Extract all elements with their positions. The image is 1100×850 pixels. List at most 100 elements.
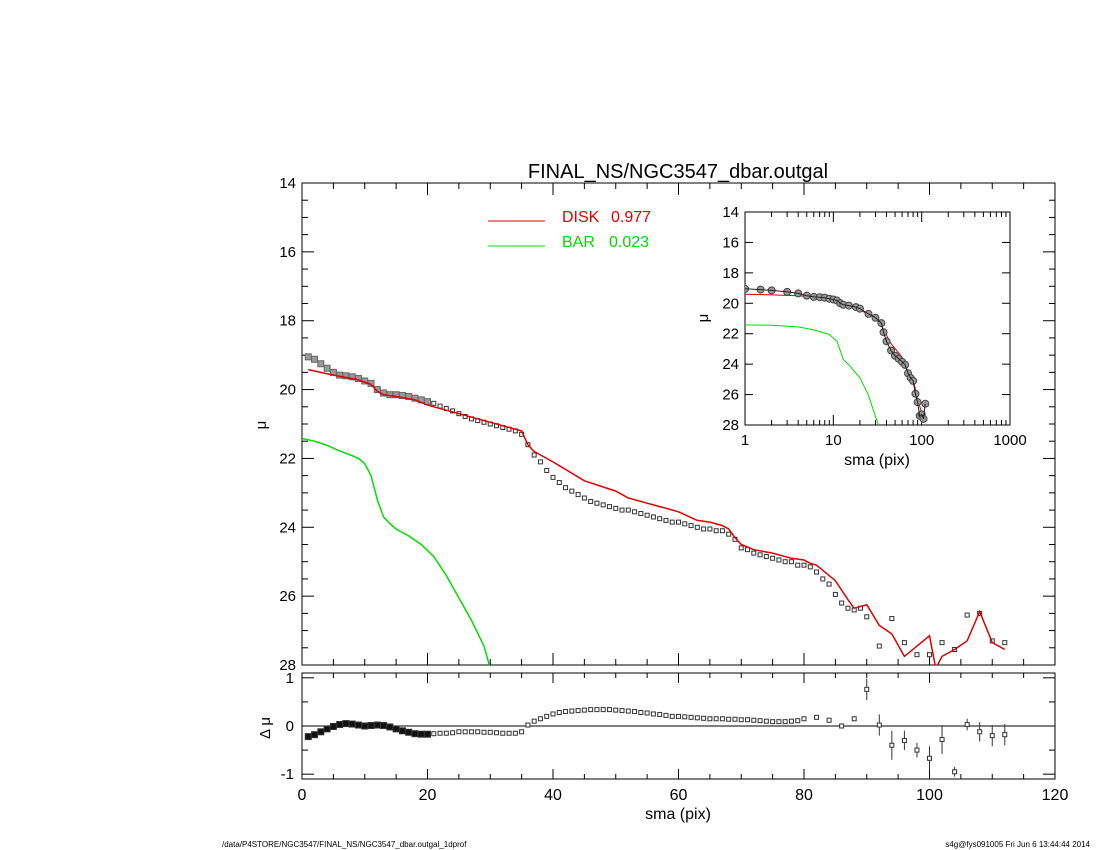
residual-point xyxy=(600,707,606,713)
residual-point xyxy=(669,713,675,719)
data-point xyxy=(606,504,612,510)
inset-y-tick-label: 18 xyxy=(722,265,739,282)
residual-point xyxy=(1002,732,1008,738)
residual-point xyxy=(619,708,625,714)
residual-point xyxy=(914,747,920,753)
residual-point xyxy=(550,711,556,717)
residual-point xyxy=(380,722,388,730)
residual-point xyxy=(782,719,788,725)
residual-point xyxy=(569,708,575,714)
data-point xyxy=(876,643,882,649)
residual-point xyxy=(927,755,932,761)
data-point xyxy=(663,517,669,523)
residual-point xyxy=(889,742,895,748)
inset-x-tick-label: 10 xyxy=(825,432,842,449)
residual-x-tick-label: 60 xyxy=(670,787,688,804)
data-point xyxy=(738,545,744,551)
residual-point xyxy=(901,737,907,743)
main-y-tick-label: 14 xyxy=(279,175,296,192)
data-point xyxy=(713,528,719,534)
residual-point xyxy=(757,718,763,724)
data-point xyxy=(964,612,970,618)
residual-point xyxy=(417,730,425,738)
data-point xyxy=(600,502,606,508)
residual-x-tick-label: 0 xyxy=(298,787,307,804)
data-point xyxy=(726,531,732,537)
data-point xyxy=(556,480,562,486)
data-point xyxy=(782,559,788,565)
data-point xyxy=(927,652,932,658)
data-point xyxy=(657,516,663,522)
bar-model-line xyxy=(302,437,491,665)
residual-point xyxy=(386,723,394,731)
residual-point xyxy=(431,731,437,737)
residual-point xyxy=(506,730,512,736)
residual-point xyxy=(481,729,487,735)
residual-point xyxy=(745,717,751,723)
inset-y-axis-label: μ xyxy=(695,314,712,323)
data-point xyxy=(594,500,600,506)
inset-y-tick-label: 16 xyxy=(722,234,739,251)
data-point xyxy=(826,581,832,587)
main-y-tick-label: 28 xyxy=(279,657,296,674)
inset-series xyxy=(745,284,930,425)
data-point xyxy=(719,528,725,534)
residual-point xyxy=(411,730,419,738)
data-point xyxy=(544,467,550,473)
data-point xyxy=(788,559,794,565)
residual-x-tick-label: 40 xyxy=(544,787,562,804)
residual-point xyxy=(763,718,769,724)
residual-point xyxy=(468,729,474,735)
residual-point xyxy=(788,718,794,724)
disk-model-line xyxy=(308,368,1006,665)
data-point xyxy=(757,552,763,558)
residual-point xyxy=(424,730,431,738)
residual-point xyxy=(776,719,782,725)
legend-disk-label: DISK xyxy=(562,209,600,226)
main-x-ticks xyxy=(301,183,1056,665)
residual-x-tick-label: 20 xyxy=(419,787,437,804)
residual-point xyxy=(814,714,820,720)
inset-y-tick-label: 24 xyxy=(722,356,739,373)
data-point xyxy=(694,524,700,530)
data-point xyxy=(763,554,769,560)
data-point xyxy=(537,459,543,465)
inset-x-ticks: 1 10 100 1000 xyxy=(741,212,1027,449)
residual-point xyxy=(939,736,945,742)
data-point xyxy=(323,364,331,372)
data-point xyxy=(707,526,713,532)
residual-point xyxy=(373,721,381,729)
residual-point xyxy=(606,707,612,713)
inset-bar-line xyxy=(745,324,880,425)
data-point xyxy=(914,652,920,658)
data-point xyxy=(795,562,801,568)
residual-point xyxy=(851,716,857,722)
data-point xyxy=(845,605,851,611)
residual-point xyxy=(826,717,832,723)
residual-point xyxy=(989,733,995,739)
residual-point xyxy=(876,722,882,728)
residual-series xyxy=(304,678,1008,777)
data-point xyxy=(901,640,907,646)
inset-y-tick-label: 14 xyxy=(722,204,739,221)
data-point xyxy=(531,452,537,458)
residual-point xyxy=(751,717,757,723)
residual-point xyxy=(500,730,506,736)
residual-point xyxy=(462,729,468,735)
inset-y-tick-label: 26 xyxy=(722,387,739,404)
residual-x-tick-label: 100 xyxy=(916,787,943,804)
main-data-points xyxy=(304,353,1008,658)
legend-bar-label: BAR xyxy=(562,234,595,251)
residual-point xyxy=(657,711,663,717)
data-point xyxy=(569,488,575,494)
data-point xyxy=(304,353,312,361)
main-plot-title: FINAL_NS/NGC3547_dbar.outgal xyxy=(528,161,828,183)
residual-point xyxy=(964,722,970,728)
residual-point xyxy=(694,715,700,721)
residual-point xyxy=(354,721,362,729)
data-point xyxy=(563,485,569,491)
data-point xyxy=(807,564,813,570)
residual-point xyxy=(663,712,669,718)
residual-point xyxy=(556,710,562,716)
